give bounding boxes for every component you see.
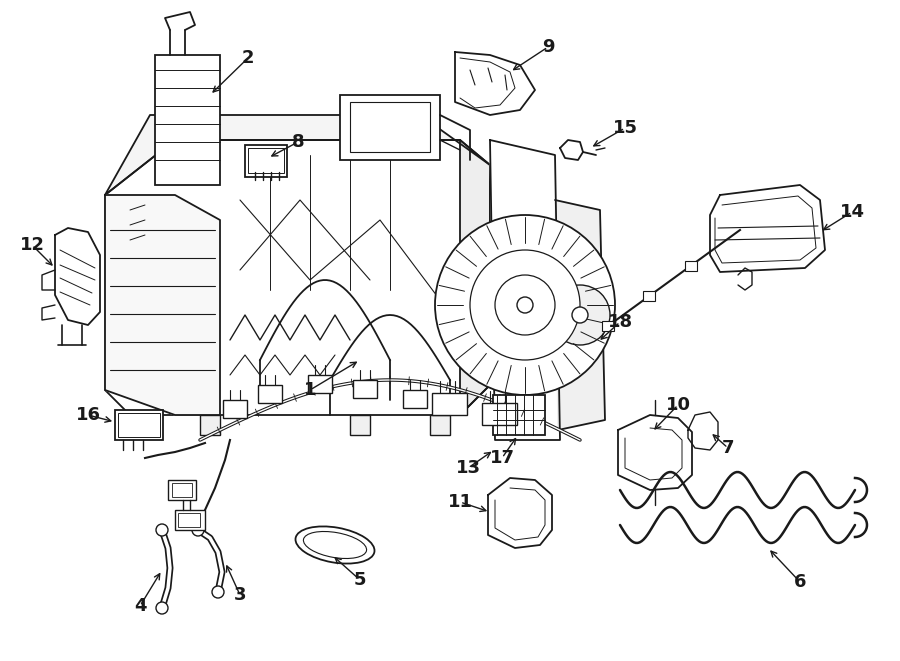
Text: 18: 18 <box>608 313 633 331</box>
Circle shape <box>156 602 168 614</box>
Text: 16: 16 <box>76 406 101 424</box>
Bar <box>168 480 196 500</box>
Polygon shape <box>105 195 220 415</box>
Text: 6: 6 <box>794 573 806 591</box>
Polygon shape <box>105 140 490 415</box>
Polygon shape <box>688 412 718 450</box>
Text: 17: 17 <box>490 449 515 467</box>
Bar <box>175 510 205 530</box>
Bar <box>155 55 220 185</box>
Bar <box>353 380 377 398</box>
Polygon shape <box>165 12 195 30</box>
Bar <box>223 400 247 418</box>
Circle shape <box>192 524 204 536</box>
Text: 7: 7 <box>722 439 734 457</box>
Polygon shape <box>710 185 825 272</box>
Text: 5: 5 <box>354 571 366 589</box>
Polygon shape <box>105 115 490 195</box>
Bar <box>482 403 517 425</box>
Text: 11: 11 <box>447 493 473 511</box>
Bar <box>178 513 200 527</box>
Polygon shape <box>488 478 552 548</box>
Bar <box>200 415 220 435</box>
Polygon shape <box>490 140 560 440</box>
Circle shape <box>470 250 580 360</box>
Polygon shape <box>738 268 752 290</box>
Text: 3: 3 <box>234 586 247 604</box>
Text: 2: 2 <box>242 49 254 67</box>
Circle shape <box>156 524 168 536</box>
Bar <box>602 321 614 331</box>
Bar <box>308 375 332 393</box>
Bar <box>403 390 427 408</box>
Text: 10: 10 <box>665 396 690 414</box>
Bar <box>172 483 192 497</box>
Polygon shape <box>555 200 605 430</box>
Text: 1: 1 <box>304 381 316 399</box>
Bar <box>432 393 467 415</box>
Text: 9: 9 <box>542 38 554 56</box>
Bar <box>350 415 370 435</box>
Bar <box>340 95 440 160</box>
Bar <box>644 291 655 301</box>
Polygon shape <box>618 415 692 490</box>
Text: 14: 14 <box>840 203 865 221</box>
Polygon shape <box>455 52 535 115</box>
Bar <box>130 415 150 435</box>
Bar <box>493 395 545 435</box>
Ellipse shape <box>303 531 366 559</box>
Text: 13: 13 <box>455 459 481 477</box>
Text: 12: 12 <box>20 236 44 254</box>
Ellipse shape <box>295 526 374 564</box>
Bar <box>685 261 697 271</box>
Bar <box>248 148 284 173</box>
Bar <box>245 145 287 177</box>
Polygon shape <box>560 140 583 160</box>
Text: 4: 4 <box>134 597 146 615</box>
Circle shape <box>517 297 533 313</box>
Circle shape <box>495 275 555 335</box>
Text: 8: 8 <box>292 133 304 151</box>
Bar <box>118 413 160 437</box>
Bar <box>115 410 163 440</box>
Circle shape <box>550 285 610 345</box>
Bar <box>350 102 430 152</box>
Circle shape <box>435 215 615 395</box>
Circle shape <box>212 586 224 598</box>
Polygon shape <box>55 228 100 325</box>
Bar <box>258 385 282 403</box>
Bar <box>430 415 450 435</box>
Polygon shape <box>460 140 490 415</box>
Circle shape <box>572 307 588 323</box>
Text: 15: 15 <box>613 119 637 137</box>
